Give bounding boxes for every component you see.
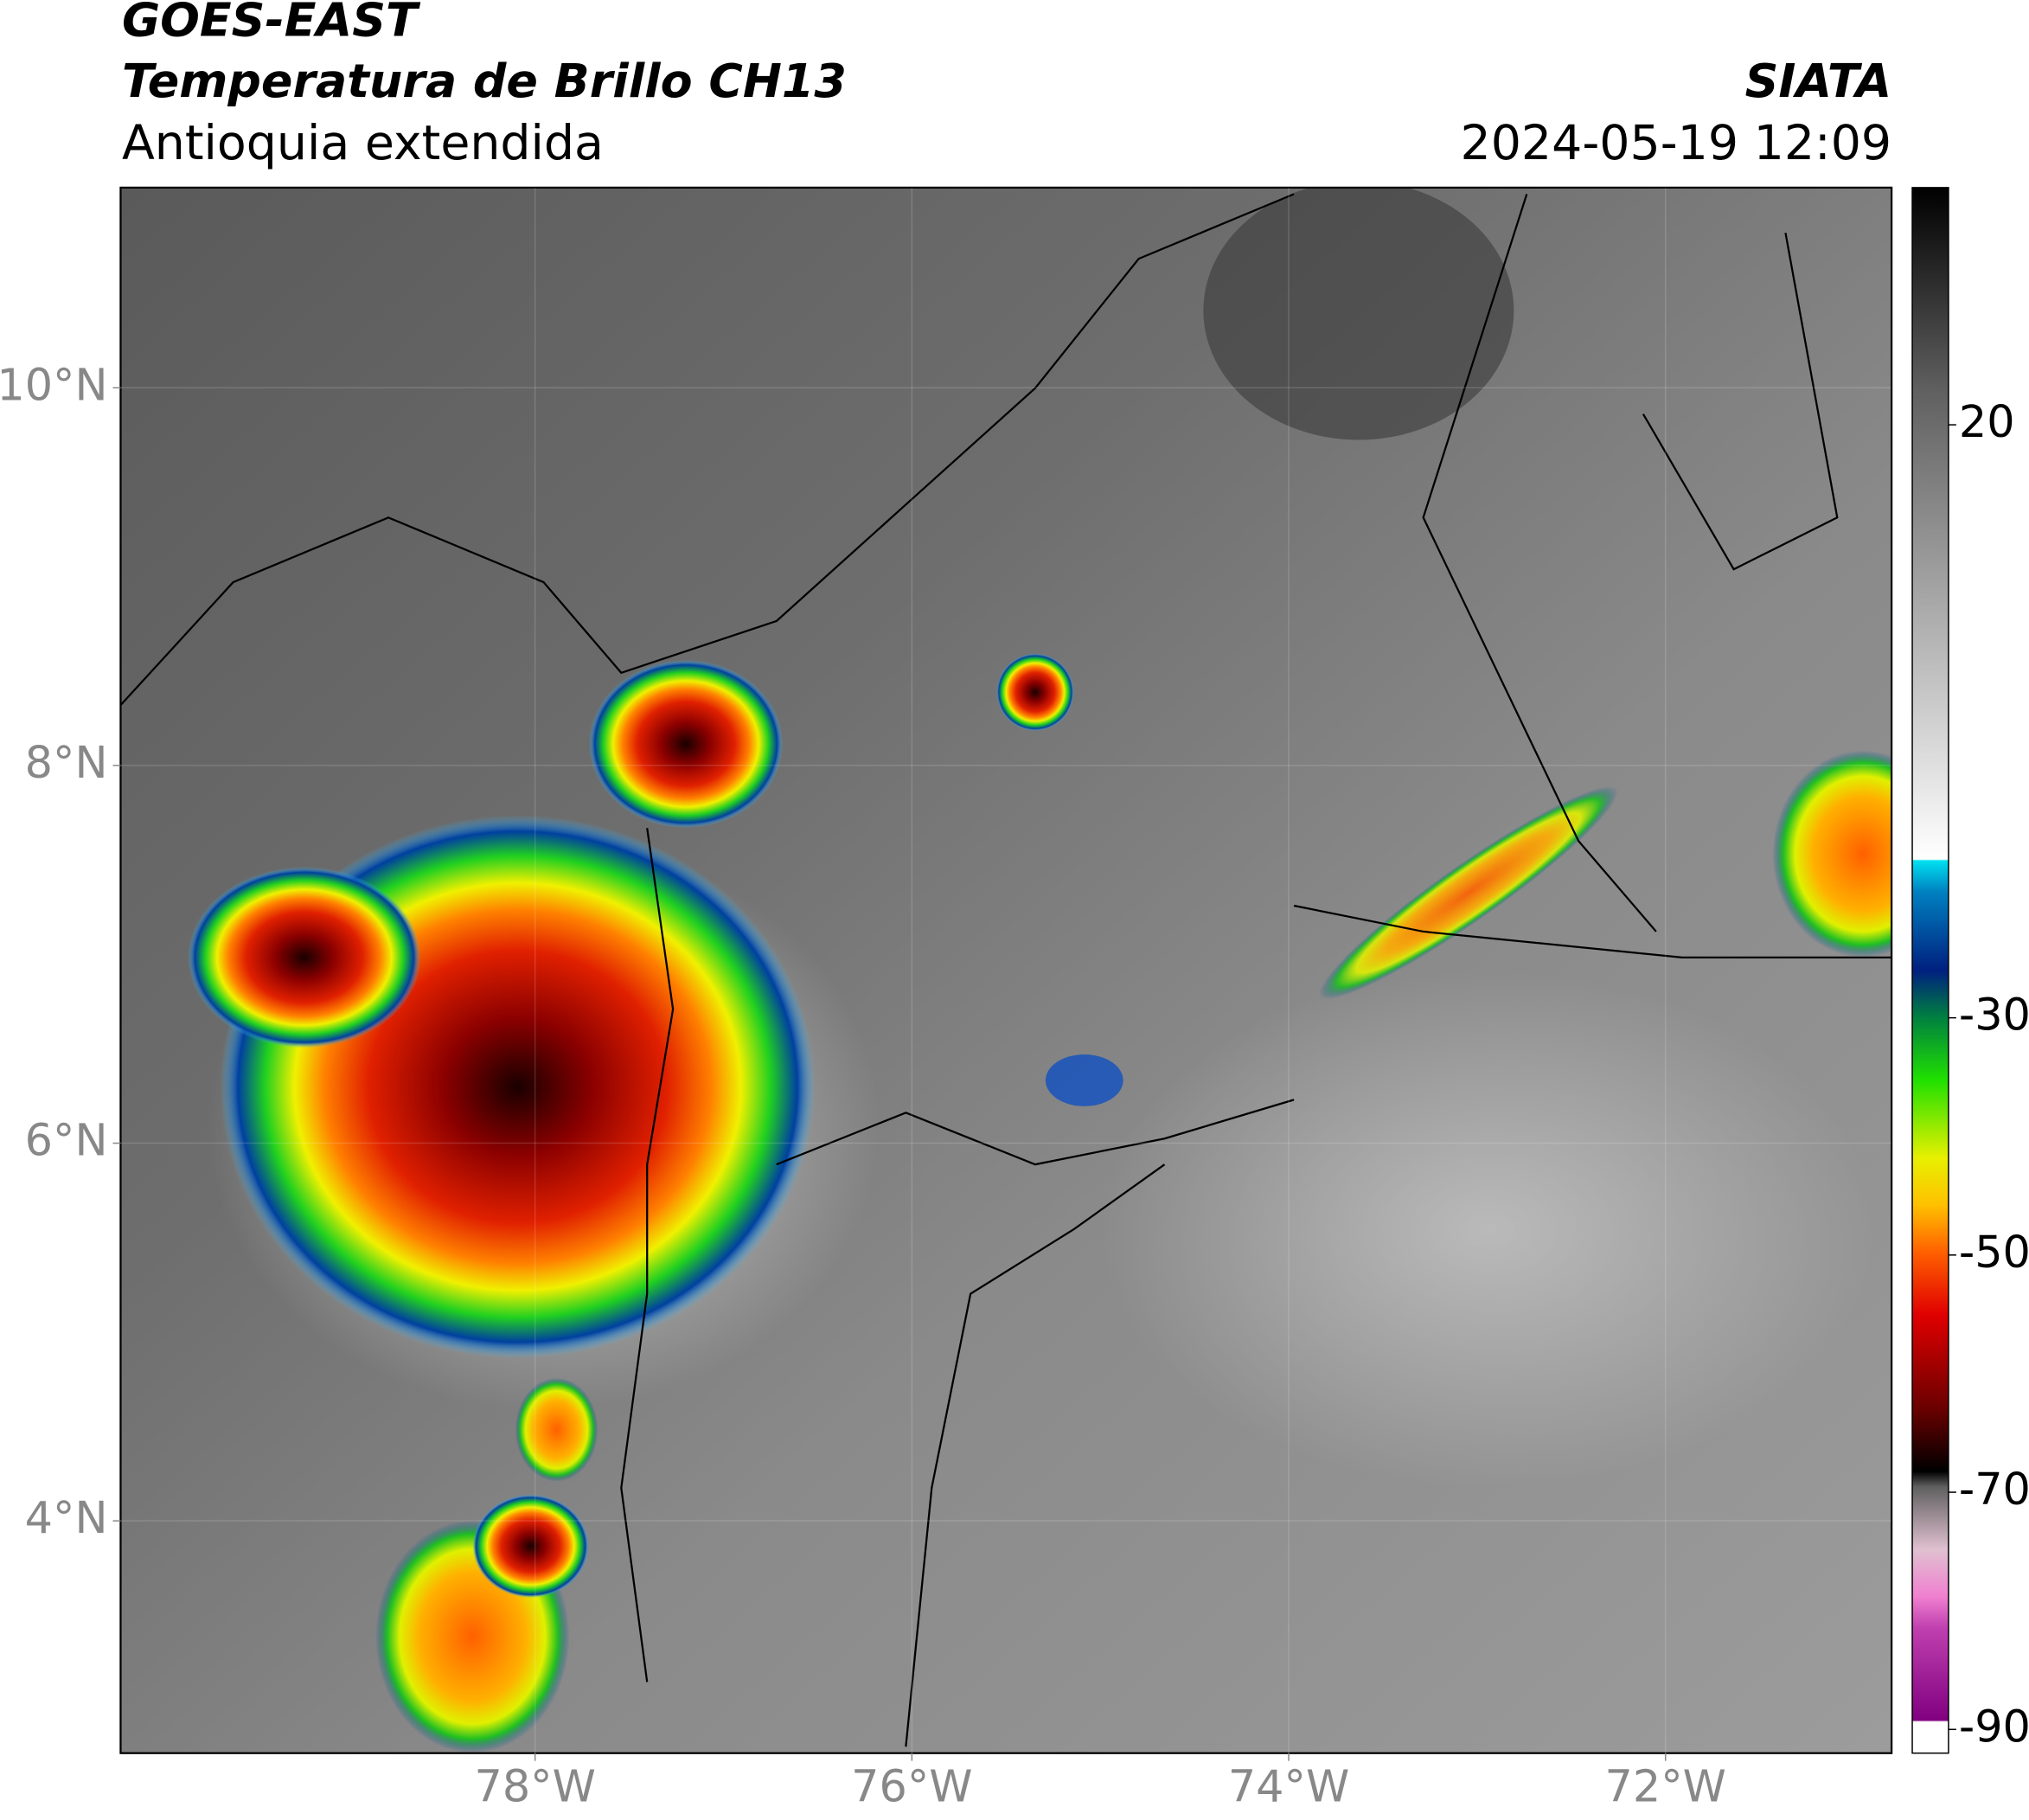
x-tick-label: 76°W bbox=[851, 1761, 972, 1812]
colorbar-tick-label: -50 bbox=[1959, 1227, 2029, 1278]
x-tick-label: 78°W bbox=[474, 1761, 595, 1812]
satellite-image bbox=[120, 187, 1892, 1753]
y-tick-label: 10°N bbox=[0, 359, 107, 410]
region: Antioquia extendida bbox=[122, 116, 604, 171]
map-frame bbox=[119, 186, 1893, 1754]
colorbar bbox=[1911, 187, 1949, 1754]
y-tick-label: 8°N bbox=[25, 737, 108, 788]
colorbar-tick-label: 20 bbox=[1959, 396, 2015, 447]
x-tick-label: 72°W bbox=[1604, 1761, 1725, 1812]
datetime: 2024-05-19 12:09 bbox=[1461, 116, 1892, 171]
y-tick-label: 6°N bbox=[25, 1115, 108, 1166]
title: GOES-EAST bbox=[122, 0, 421, 48]
colorbar-tick-label: -30 bbox=[1959, 990, 2029, 1041]
colorbar-tick-label: -90 bbox=[1959, 1701, 2029, 1752]
colorbar-tick-label: -70 bbox=[1959, 1464, 2029, 1515]
y-tick-label: 4°N bbox=[25, 1492, 108, 1543]
subtitle: Temperatura de Brillo CH13 bbox=[122, 54, 847, 108]
x-tick-label: 74°W bbox=[1228, 1761, 1349, 1812]
source: SIATA bbox=[1745, 54, 1892, 108]
